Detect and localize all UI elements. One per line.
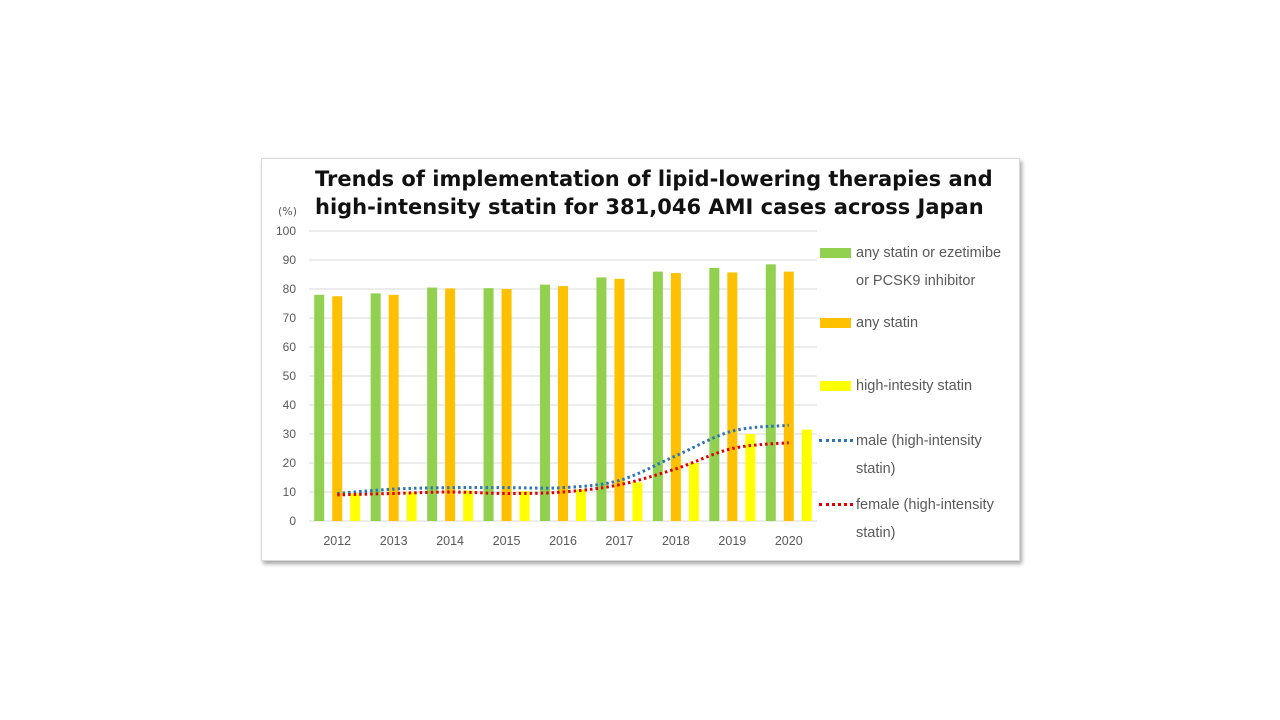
- x-tick-label: 2012: [323, 534, 351, 548]
- bar-ffff00-2012: [350, 493, 361, 521]
- bar-92d050-2019: [709, 267, 720, 521]
- bar-ffc000-2014: [445, 288, 456, 521]
- x-tick-label: 2014: [436, 534, 464, 548]
- bar-ffc000-2013: [388, 294, 399, 521]
- bar-ffc000-2016: [558, 286, 568, 521]
- y-tick-label: 90: [283, 253, 297, 267]
- y-tick-label: 0: [289, 514, 296, 528]
- y-tick-label: 30: [283, 427, 297, 441]
- legend-label: male (high-intensity statin): [856, 427, 1016, 483]
- legend-swatch: [820, 318, 851, 328]
- legend-label-line: any statin or ezetimibe: [856, 245, 1002, 261]
- legend-label-line: female (high-intensity: [856, 497, 994, 513]
- chart-title-line-1: Trends of implementation of lipid-loweri…: [315, 167, 993, 191]
- x-tick-label: 2020: [775, 534, 803, 548]
- x-tick-label: 2019: [718, 534, 746, 548]
- bar-ffff00-2018: [688, 463, 699, 521]
- y-axis-unit-label: (%): [278, 205, 297, 218]
- bar-92d050-2013: [370, 293, 381, 521]
- y-tick-label: 80: [283, 282, 297, 296]
- legend-swatch: [819, 439, 853, 442]
- y-tick-label: 40: [283, 398, 297, 412]
- legend-label-line: statin): [856, 461, 896, 477]
- legend-label: any statin or ezetimibe or PCSK9 inhibito…: [856, 239, 1016, 295]
- legend-label-line: male (high-intensity: [856, 433, 982, 449]
- line-female: [337, 441, 789, 497]
- bar-ffc000-2017: [614, 278, 625, 521]
- bar-ffc000-2019: [727, 272, 738, 521]
- chart-card: Trends of implementation of lipid-loweri…: [261, 158, 1020, 561]
- legend-label-line: any statin: [856, 315, 919, 331]
- bar-ffff00-2016: [576, 489, 586, 521]
- legend-label: high-intesity statin: [856, 372, 1016, 400]
- bar-ffff00-2017: [632, 482, 643, 521]
- line-male: [337, 423, 789, 495]
- bar-ffc000-2018: [670, 273, 681, 521]
- legend-label-line: statin): [856, 525, 896, 541]
- x-tick-label: 2016: [549, 534, 577, 548]
- bar-ffff00-2014: [463, 490, 474, 521]
- bar-ffff00-2013: [406, 492, 417, 521]
- bar-92d050-2016: [540, 284, 550, 521]
- bar-92d050-2014: [427, 287, 438, 521]
- bar-92d050-2020: [765, 264, 776, 521]
- legend-label: female (high-intensity statin): [856, 491, 1016, 547]
- y-tick-label: 100: [276, 224, 296, 238]
- legend-label-line: or PCSK9 inhibitor: [856, 273, 976, 289]
- chart-title-line-2: high-intensity statin for 381,046 AMI ca…: [315, 195, 984, 219]
- bar-ffff00-2020: [801, 429, 812, 521]
- bar-ffff00-2015: [519, 491, 530, 521]
- bar-92d050-2015: [483, 288, 494, 521]
- bar-ffc000-2020: [783, 271, 794, 521]
- legend-label: any statin: [856, 309, 1016, 337]
- x-tick-label: 2018: [662, 534, 690, 548]
- x-tick-label: 2013: [380, 534, 408, 548]
- legend-swatch: [820, 248, 851, 258]
- y-tick-label: 20: [283, 456, 297, 470]
- x-tick-label: 2017: [606, 534, 634, 548]
- bar-ffc000-2012: [332, 296, 343, 521]
- y-tick-label: 60: [283, 340, 297, 354]
- bar-ffff00-2019: [745, 434, 756, 521]
- bar-92d050-2012: [314, 294, 325, 521]
- y-tick-label: 50: [283, 369, 297, 383]
- y-tick-label: 70: [283, 311, 297, 325]
- bar-92d050-2017: [596, 277, 607, 521]
- bar-92d050-2018: [652, 271, 663, 521]
- legend-swatch: [819, 503, 853, 506]
- y-tick-label: 10: [283, 485, 297, 499]
- legend-label-line: high-intesity statin: [856, 378, 973, 394]
- bar-ffc000-2015: [501, 289, 512, 521]
- chart-plot: 0 10 20 30 40 50 60 70 80 90 100 (%) 2012 2013 2014 201…: [276, 205, 817, 548]
- x-tick-label: 2015: [493, 534, 521, 548]
- legend-swatch: [820, 381, 851, 391]
